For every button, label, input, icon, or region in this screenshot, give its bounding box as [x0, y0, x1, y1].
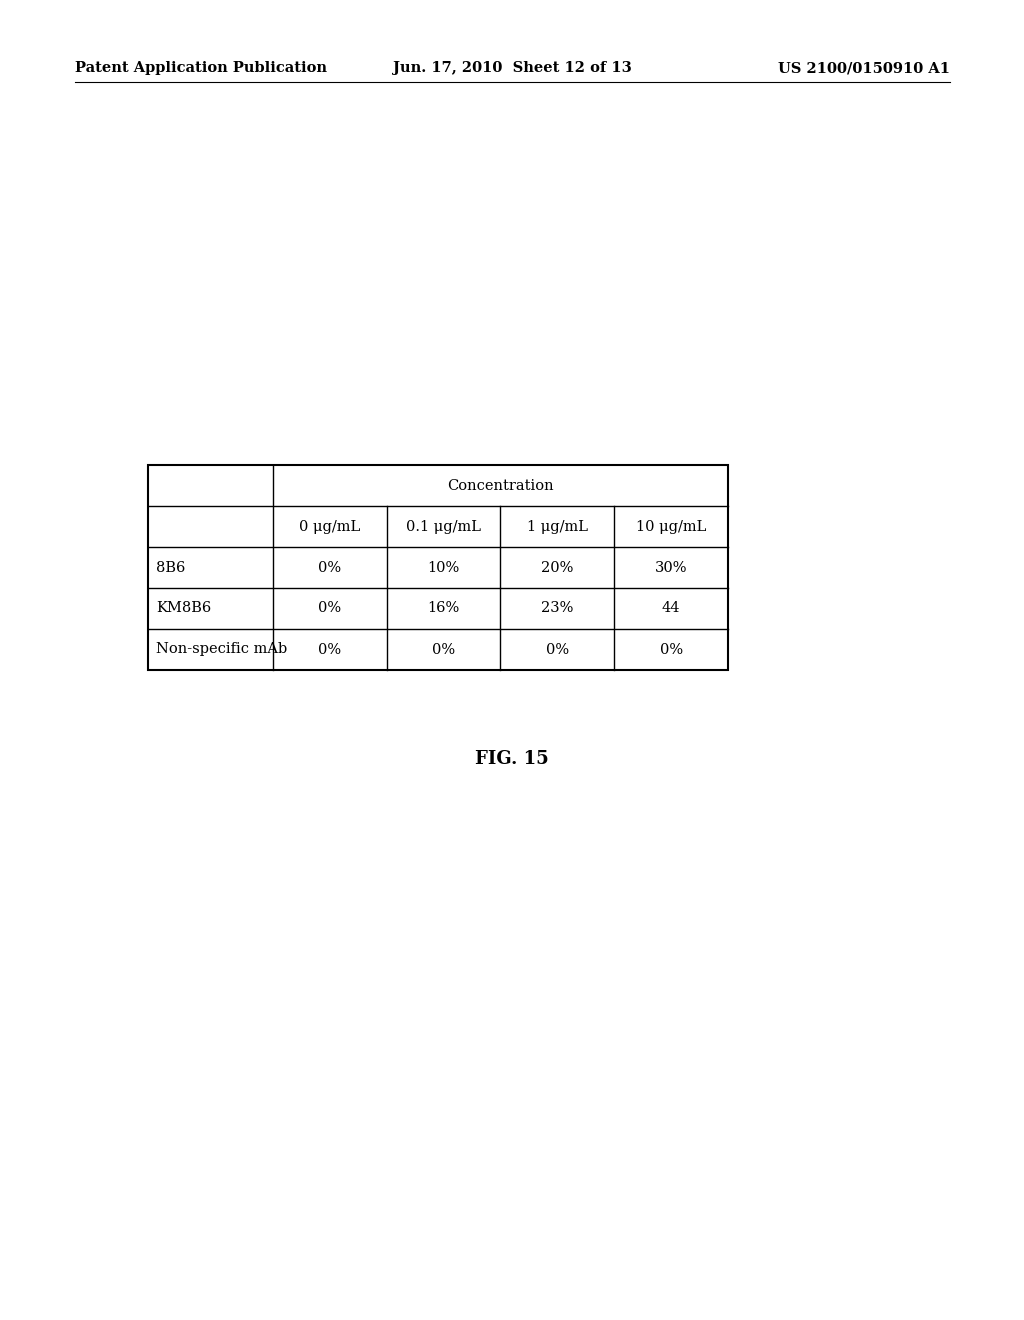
- Text: 0%: 0%: [546, 643, 568, 656]
- Text: 1 μg/mL: 1 μg/mL: [526, 520, 588, 533]
- Text: 0%: 0%: [318, 602, 341, 615]
- Text: 30%: 30%: [654, 561, 687, 574]
- Text: 0%: 0%: [318, 561, 341, 574]
- Text: 44: 44: [662, 602, 680, 615]
- Text: Patent Application Publication: Patent Application Publication: [75, 61, 327, 75]
- Text: 10%: 10%: [427, 561, 460, 574]
- Text: US 2100/0150910 A1: US 2100/0150910 A1: [778, 61, 950, 75]
- Text: 20%: 20%: [541, 561, 573, 574]
- Text: 8B6: 8B6: [156, 561, 185, 574]
- Text: 0 μg/mL: 0 μg/mL: [299, 520, 360, 533]
- Text: 10 μg/mL: 10 μg/mL: [636, 520, 707, 533]
- Text: 0%: 0%: [318, 643, 341, 656]
- Text: Non-specific mAb: Non-specific mAb: [156, 643, 288, 656]
- Text: 0%: 0%: [659, 643, 683, 656]
- Text: 16%: 16%: [427, 602, 460, 615]
- Text: 0%: 0%: [432, 643, 455, 656]
- Text: Concentration: Concentration: [447, 479, 554, 492]
- Text: 23%: 23%: [541, 602, 573, 615]
- Bar: [148, 465, 728, 671]
- Text: KM8B6: KM8B6: [156, 602, 211, 615]
- Text: 0.1 μg/mL: 0.1 μg/mL: [406, 520, 481, 533]
- Text: Jun. 17, 2010  Sheet 12 of 13: Jun. 17, 2010 Sheet 12 of 13: [392, 61, 632, 75]
- Text: FIG. 15: FIG. 15: [475, 750, 549, 768]
